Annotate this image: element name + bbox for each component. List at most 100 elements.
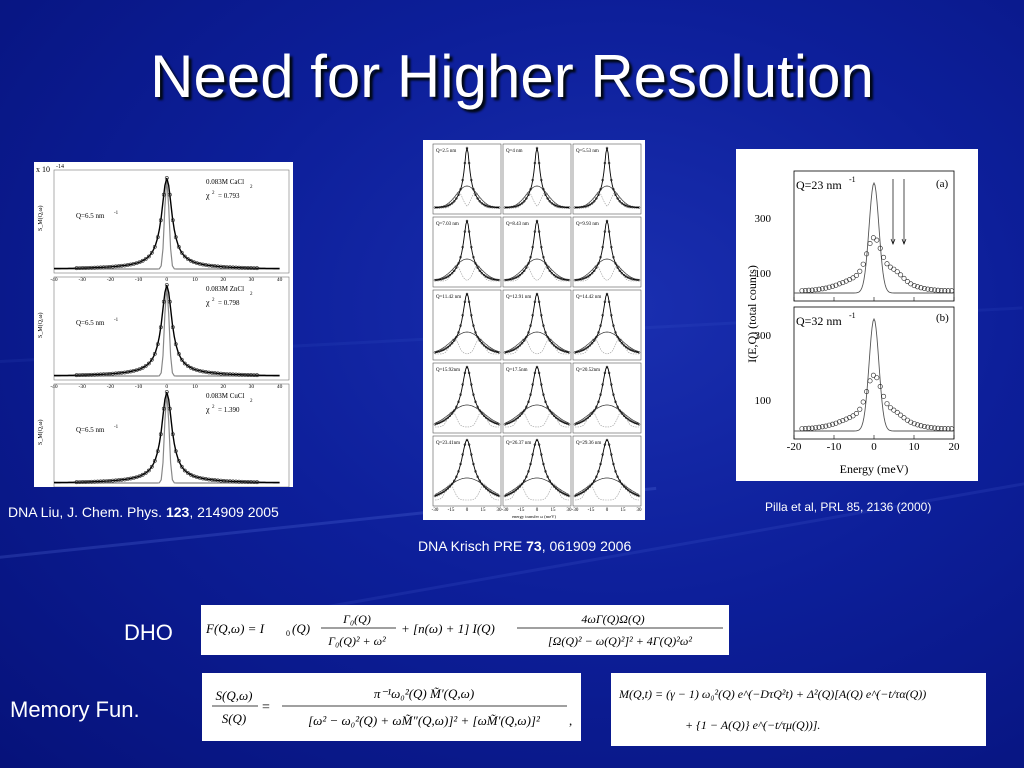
pilla-data-point	[921, 286, 927, 292]
pilla-data-point	[949, 288, 955, 294]
pilla-data-point	[806, 287, 812, 293]
krisch-data-point	[491, 491, 494, 495]
krisch-fit-curve	[435, 147, 499, 208]
liu-data-point	[185, 364, 190, 368]
krisch-data-point	[586, 416, 590, 420]
pilla-data-point	[925, 424, 931, 430]
liu-data-point	[158, 432, 163, 437]
liu-panel-frame	[53, 383, 290, 487]
krisch-data-point	[522, 269, 526, 273]
liu-conc-label: 0.083M CaCl	[206, 178, 244, 186]
liu-data-point	[182, 254, 187, 259]
krisch-data-point	[616, 197, 619, 200]
pilla-data-point	[891, 407, 897, 413]
krisch-qe-curve	[504, 404, 570, 424]
krisch-panel-8: Q=12.91 nm	[502, 289, 572, 361]
krisch-fit-curve	[504, 439, 570, 497]
liu-data-point	[182, 468, 187, 473]
pilla-data-point	[823, 423, 829, 429]
krisch-data-point	[465, 365, 469, 369]
krisch-data-point	[518, 344, 522, 347]
krisch-data-point	[554, 345, 558, 349]
panel-b-q-exp: -1	[849, 311, 856, 320]
krisch-data-point	[480, 412, 484, 415]
krisch-panel-frame	[432, 143, 502, 215]
krisch-data-point	[452, 269, 456, 273]
krisch-data-point	[484, 416, 488, 420]
liu-x-tick: 40	[277, 384, 283, 390]
krisch-data-point	[514, 489, 517, 492]
krisch-q-label: Q=9.93 nm	[576, 222, 599, 227]
pilla-data-point	[870, 372, 876, 378]
krisch-data-point	[616, 335, 619, 339]
dho-frac2-den: [Ω(Q)² − ω(Q)²]² + 4Γ(Q)²ω²	[548, 634, 692, 648]
liu-data-point	[152, 351, 157, 356]
liu-data-point	[255, 480, 259, 485]
pilla-data-point	[826, 284, 832, 290]
liu-panel-frame	[53, 169, 290, 274]
krisch-qe-curve	[574, 185, 640, 209]
liu-data-point	[170, 325, 175, 330]
krisch-data-point	[522, 409, 526, 412]
krisch-data-point	[605, 365, 609, 369]
krisch-data-point	[590, 341, 594, 345]
krisch-data-point	[446, 416, 450, 420]
krisch-qe-curve	[434, 404, 500, 424]
liu-data-point	[170, 218, 175, 223]
pilla-data-point	[928, 425, 934, 431]
y-tick-b-300: 300	[755, 330, 772, 342]
liu-data-point	[149, 250, 154, 255]
krisch-data-point	[514, 347, 517, 350]
krisch-data-point	[584, 347, 587, 350]
krisch-data-point	[478, 200, 482, 203]
krisch-q-label: Q=2.5 nm	[436, 149, 456, 154]
krisch-data-point	[450, 341, 454, 345]
krisch-q-label: Q=23.41nm	[436, 441, 460, 446]
pilla-data-point	[921, 423, 927, 429]
krisch-fit-curve	[434, 366, 500, 425]
liu-chi-value: = 0.793	[218, 192, 240, 200]
krisch-q-label: Q=29.36 nm	[576, 441, 601, 446]
liu-x-tick: -10	[135, 384, 143, 390]
krisch-data-point	[550, 482, 554, 486]
krisch-data-point	[535, 438, 539, 442]
liu-data-point	[152, 458, 157, 463]
pilla-data-point	[938, 288, 944, 294]
krisch-data-point	[516, 345, 520, 349]
pilla-data-point	[877, 384, 883, 390]
liu-y-label: S_M(Q,ω)	[37, 420, 44, 445]
krisch-data-point	[480, 202, 484, 205]
pilla-data-point	[942, 426, 948, 432]
krisch-data-point	[622, 273, 626, 277]
liu-conc-sub: 2	[250, 185, 253, 190]
liu-resolution-curve	[54, 178, 280, 270]
pilla-data-point	[802, 425, 808, 431]
krisch-data-point	[442, 419, 445, 423]
krisch-fit-curve	[434, 439, 500, 497]
pilla-data-point	[874, 375, 880, 381]
liu-data-point	[146, 254, 151, 259]
krisch-data-point	[548, 339, 552, 342]
pilla-data-point	[809, 287, 815, 293]
pilla-data-point	[850, 413, 856, 419]
liu-chi-label: χ	[205, 405, 210, 414]
krisch-data-point	[446, 275, 450, 278]
krisch-data-point	[518, 414, 522, 418]
liu-data-point	[158, 218, 163, 223]
krisch-dho-curve	[575, 410, 639, 428]
liu-chi-label: χ	[205, 191, 210, 200]
pilla-data-point	[816, 286, 822, 292]
krisch-q-label: Q=11.42 nm	[436, 295, 461, 300]
liu-chi-exp: 2	[212, 405, 215, 410]
liu-x-tick: 20	[220, 384, 226, 390]
krisch-data-point	[484, 345, 488, 349]
pilla-data-point	[918, 285, 924, 291]
panel-b-q-label: Q=32 nm	[796, 314, 842, 328]
liu-x-tick: 30	[249, 384, 255, 390]
krisch-dho-curve	[505, 337, 569, 355]
krisch-data-point	[620, 412, 624, 415]
liu-fit-curve	[54, 391, 280, 484]
krisch-data-point	[561, 491, 564, 495]
liu-data-point	[255, 266, 259, 271]
pilla-data-point	[898, 412, 904, 418]
